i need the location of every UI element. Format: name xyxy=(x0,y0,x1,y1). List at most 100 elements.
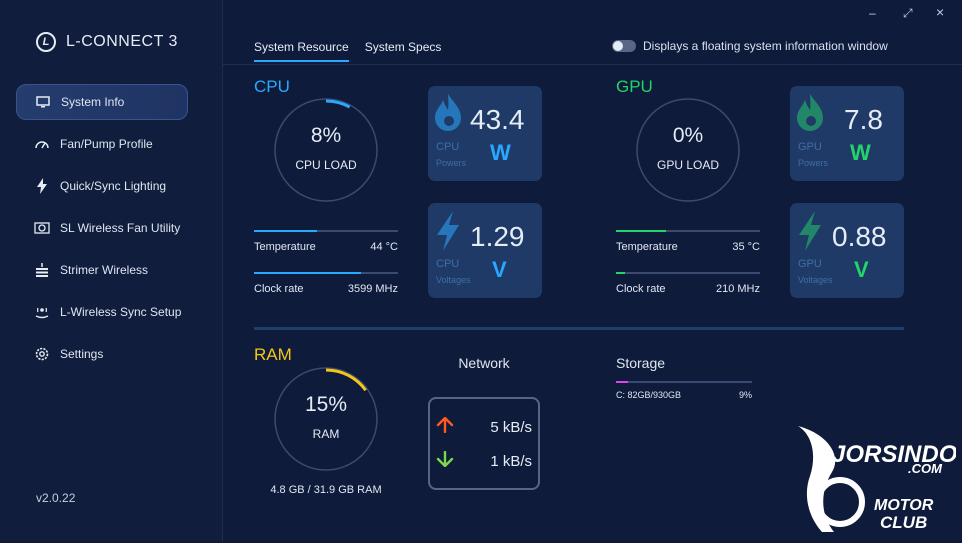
arrow-down-icon xyxy=(436,450,454,471)
sidebar-item-label: Settings xyxy=(60,347,104,361)
gpu-voltage-value: 0.88 xyxy=(832,221,887,252)
gpu-voltage-unit: V xyxy=(854,257,869,282)
sidebar-item-system-info[interactable]: System Info xyxy=(16,84,188,120)
gpu-power-value: 7.8 xyxy=(844,104,883,135)
sidebar-item-settings[interactable]: Settings xyxy=(16,336,188,372)
ram-load-label: RAM xyxy=(312,427,340,441)
cpu-voltage-card: 1.29 V CPU Voltages xyxy=(428,203,542,298)
section-divider xyxy=(254,327,904,330)
flame-icon xyxy=(433,92,463,137)
ram-title: RAM xyxy=(254,345,292,364)
cpu-load-arc xyxy=(325,99,351,109)
sidebar-item-l-wireless-sync-setup[interactable]: L-Wireless Sync Setup xyxy=(16,294,188,330)
storage-drive-label: C: 82GB/930GB xyxy=(616,390,682,400)
cpu-load-label: CPU LOAD xyxy=(295,158,357,172)
gpu-title: GPU xyxy=(616,77,653,96)
cpu-title: CPU xyxy=(254,77,290,96)
lightning-icon xyxy=(433,209,463,258)
cpu-power-kind: Powers xyxy=(436,158,467,168)
app-title: L-CONNECT 3 xyxy=(66,33,178,50)
sidebar-item-fan-pump-profile[interactable]: Fan/Pump Profile xyxy=(16,126,188,162)
cpu-voltage-kind: Voltages xyxy=(436,275,471,285)
cpu-clock-value: 3599 MHz xyxy=(347,283,398,295)
network-upload-value: 5 kB/s xyxy=(490,418,532,436)
gear-icon xyxy=(34,346,50,362)
main-panel: – ⤢ × System Resource System Specs Displ… xyxy=(223,0,962,541)
sidebar-item-label: L-Wireless Sync Setup xyxy=(60,305,182,319)
storage-drive-row: C: 82GB/930GB 9% xyxy=(616,381,752,400)
sidebar-item-label: Fan/Pump Profile xyxy=(60,137,153,151)
ram-load-arc xyxy=(325,368,367,392)
network-title: Network xyxy=(458,355,510,371)
storage-drive-bar xyxy=(616,381,629,383)
cpu-clock-row: Clock rate 3599 MHz xyxy=(254,272,398,295)
app-version: v2.0.22 xyxy=(36,491,76,505)
gpu-clock-value: 210 MHz xyxy=(715,283,760,295)
gpu-voltage-kind: Voltages xyxy=(798,275,833,285)
svg-text:JORSINDO: JORSINDO xyxy=(832,441,956,468)
gpu-power-card: 7.8 W GPU Powers xyxy=(790,86,904,181)
gpu-clock-label: Clock rate xyxy=(616,283,666,295)
cpu-temperature-value: 44 °C xyxy=(370,241,398,253)
sidebar-item-sl-wireless-fan-utility[interactable]: SL Wireless Fan Utility xyxy=(16,210,188,246)
cpu-voltage-value: 1.29 xyxy=(470,221,525,252)
gpu-load-gauge: 0% GPU LOAD xyxy=(636,98,740,202)
cpu-voltage-name: CPU xyxy=(436,258,460,270)
tab-system-specs[interactable]: System Specs xyxy=(364,40,442,54)
cpu-clock-bar xyxy=(254,272,361,274)
sidebar-item-label: System Info xyxy=(61,95,125,109)
floating-window-setting: Displays a floating system information w… xyxy=(612,39,888,53)
svg-text:CLUB: CLUB xyxy=(880,513,927,532)
svg-text:MOTOR: MOTOR xyxy=(874,497,934,514)
gpu-voltage-card: 0.88 V GPU Voltages xyxy=(790,203,904,298)
sidebar-item-strimer-wireless[interactable]: Strimer Wireless xyxy=(16,252,188,288)
gpu-power-name: GPU xyxy=(798,141,822,153)
app-logo: L L-CONNECT 3 xyxy=(36,32,178,52)
cpu-power-card: 43.4 W CPU Powers xyxy=(428,86,542,181)
gpu-temperature-value: 35 °C xyxy=(732,241,760,253)
network-download-row: 1 kB/s xyxy=(436,450,532,471)
sidebar-item-quick-sync-lighting[interactable]: Quick/Sync Lighting xyxy=(16,168,188,204)
network-box: 5 kB/s 1 kB/s xyxy=(428,397,540,490)
sidebar: L L-CONNECT 3 System Info Fan/Pump Profi… xyxy=(0,0,223,541)
fan-box-icon xyxy=(34,220,50,236)
gpu-clock-row: Clock rate 210 MHz xyxy=(616,272,760,295)
network-upload-row: 5 kB/s xyxy=(436,416,532,437)
cpu-load-value: 8% xyxy=(310,124,342,147)
lightning-icon xyxy=(34,178,50,194)
lianli-logo-icon: L xyxy=(36,32,56,52)
cpu-clock-label: Clock rate xyxy=(254,283,304,295)
strimer-icon xyxy=(34,262,50,278)
gpu-temperature-row: Temperature 35 °C xyxy=(616,230,760,253)
cpu-voltage-unit: V xyxy=(492,257,507,282)
tab-bar: System Resource System Specs xyxy=(254,40,457,62)
gpu-power-unit: W xyxy=(850,140,871,165)
ram-load-value: 15% xyxy=(304,393,348,416)
gpu-temperature-label: Temperature xyxy=(616,241,678,253)
sidebar-item-label: SL Wireless Fan Utility xyxy=(60,221,181,235)
lightning-icon xyxy=(795,209,825,258)
monitor-icon xyxy=(35,94,51,110)
gauge-icon xyxy=(34,136,50,152)
header-divider xyxy=(223,64,962,65)
storage-drive-percent: 9% xyxy=(738,390,752,400)
sidebar-item-label: Strimer Wireless xyxy=(60,263,149,277)
close-button[interactable]: × xyxy=(936,4,945,20)
svg-text:.COM: .COM xyxy=(908,461,943,476)
gpu-clock-bar xyxy=(616,272,625,274)
floating-window-label: Displays a floating system information w… xyxy=(643,39,888,53)
cpu-temperature-row: Temperature 44 °C xyxy=(254,230,398,253)
cpu-power-value: 43.4 xyxy=(470,104,525,135)
maximize-button[interactable]: ⤢ xyxy=(903,6,913,20)
gpu-temperature-bar xyxy=(616,230,667,232)
minimize-button[interactable]: – xyxy=(869,6,876,20)
cpu-load-gauge: 8% CPU LOAD xyxy=(274,98,378,202)
gpu-load-label: GPU LOAD xyxy=(656,158,719,172)
tab-system-resource[interactable]: System Resource xyxy=(254,40,349,62)
gpu-load-value: 0% xyxy=(672,124,704,147)
gpu-voltage-name: GPU xyxy=(798,258,822,270)
cpu-power-name: CPU xyxy=(436,141,460,153)
floating-window-toggle[interactable] xyxy=(612,40,636,52)
cpu-power-unit: W xyxy=(490,140,511,165)
arrow-up-icon xyxy=(436,416,454,437)
